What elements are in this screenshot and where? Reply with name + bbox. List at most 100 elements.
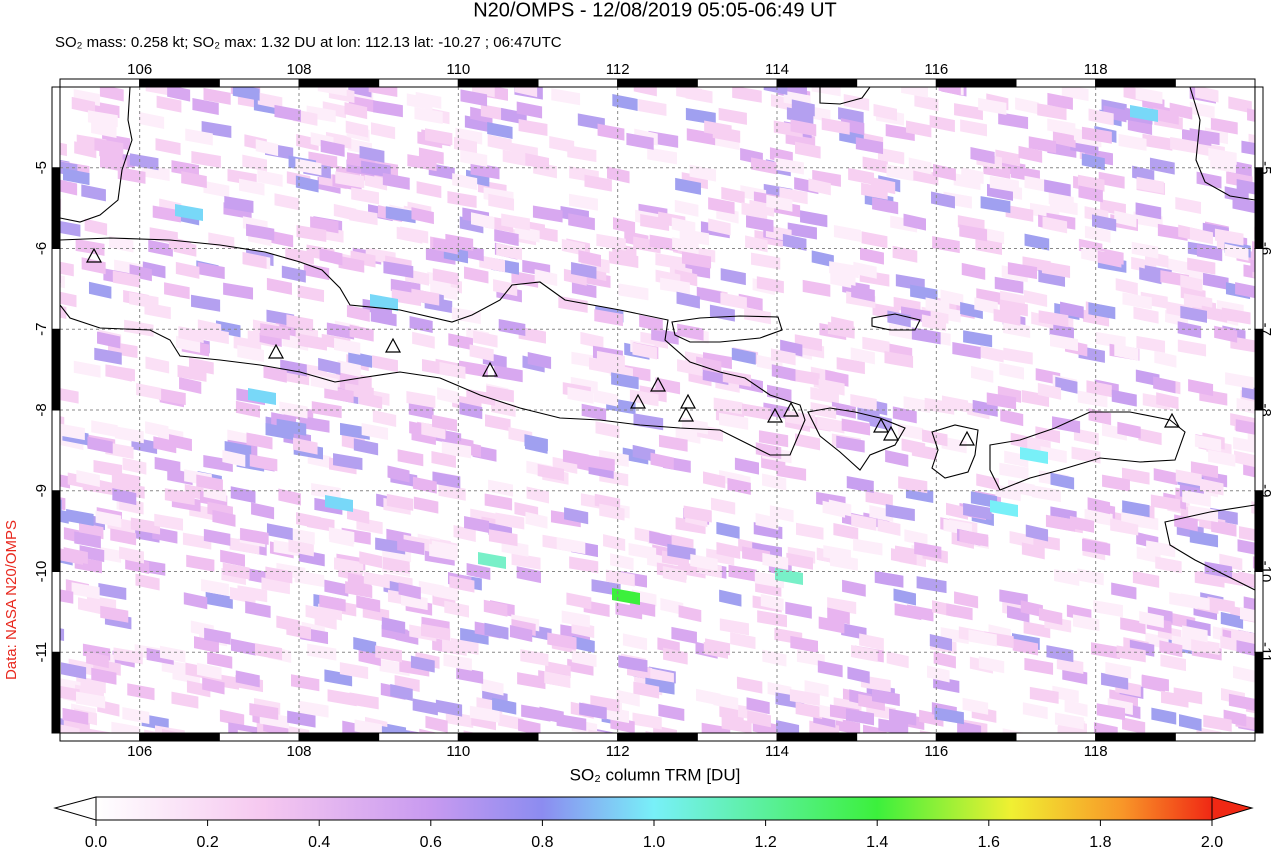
pixel — [91, 667, 117, 685]
pixel — [364, 173, 388, 191]
frame-bar — [1254, 490, 1264, 572]
pixel — [861, 231, 888, 249]
pixel — [1093, 600, 1123, 618]
pixel — [1243, 596, 1255, 611]
pixel — [677, 359, 703, 377]
pixel — [1088, 108, 1114, 126]
pixel — [111, 721, 140, 733]
pixel — [786, 552, 813, 570]
pixel — [334, 337, 361, 355]
pixel — [527, 352, 552, 370]
pixel — [288, 539, 314, 557]
pixel — [488, 479, 513, 497]
pixel — [266, 523, 293, 541]
pixel — [295, 158, 322, 176]
frame-bar — [696, 732, 778, 742]
pixel — [787, 222, 817, 240]
pixel — [111, 471, 141, 489]
coastline — [60, 237, 806, 456]
pixel — [196, 474, 223, 492]
pixel — [361, 423, 389, 441]
pixel — [351, 187, 379, 205]
pixel — [571, 650, 597, 668]
frame-bar — [1095, 78, 1176, 88]
pixel — [829, 553, 858, 571]
pixel — [668, 740, 695, 757]
pixel — [632, 342, 657, 360]
coastline — [807, 407, 906, 471]
pixel — [20, 126, 43, 143]
pixel — [893, 588, 916, 606]
pixel — [437, 387, 460, 405]
frame-bar — [51, 86, 61, 169]
pixel — [124, 319, 154, 337]
pixel — [728, 564, 757, 582]
pixel — [1187, 257, 1216, 275]
pixel — [381, 725, 410, 733]
frame-bar — [51, 167, 61, 249]
pixel — [456, 666, 484, 684]
pixel — [842, 579, 866, 597]
pixel — [246, 432, 273, 450]
pixel — [993, 308, 1021, 326]
pixel — [1081, 126, 1112, 144]
pixel — [671, 626, 697, 644]
pixel — [370, 309, 397, 327]
pixel — [448, 333, 473, 351]
pixel — [1214, 325, 1238, 343]
pixel — [154, 456, 181, 474]
pixel — [1082, 538, 1111, 556]
pixel — [337, 360, 361, 378]
pixel — [20, 385, 48, 402]
pixel — [989, 175, 1019, 193]
pixel — [175, 204, 203, 221]
frame-bar — [776, 78, 858, 88]
pixel — [790, 368, 820, 386]
pixel — [906, 120, 932, 138]
pixel — [1189, 227, 1213, 245]
pixel — [97, 331, 121, 349]
pixel — [794, 141, 821, 159]
pixel — [809, 720, 840, 733]
pixel — [605, 569, 635, 587]
pixel — [676, 291, 700, 309]
pixel — [731, 347, 756, 365]
pixel — [776, 463, 807, 481]
pixel — [561, 610, 590, 628]
pixel — [612, 93, 638, 111]
pixel — [572, 636, 595, 654]
pixel — [851, 284, 875, 302]
pixel — [877, 147, 905, 165]
frame-bar — [696, 78, 778, 88]
pixel — [60, 261, 74, 277]
pixel — [1005, 204, 1034, 222]
pixel — [24, 424, 47, 441]
pixel — [808, 178, 831, 196]
pixel — [1130, 105, 1158, 122]
pixel — [1097, 250, 1122, 268]
frame-bar — [1015, 732, 1097, 742]
pixel — [562, 449, 589, 467]
pixel — [703, 471, 726, 489]
pixel — [872, 197, 899, 215]
pixel — [251, 502, 275, 520]
pixel — [962, 697, 989, 715]
pixel — [903, 396, 931, 414]
pixel — [862, 336, 890, 354]
pixel — [1250, 259, 1255, 273]
pixel — [60, 589, 74, 604]
pixel — [1047, 118, 1076, 136]
pixel — [1207, 596, 1235, 614]
pixel — [1177, 339, 1207, 357]
pixel — [145, 87, 174, 97]
pixel — [1038, 310, 1069, 328]
pixel — [911, 327, 941, 345]
pixel — [932, 236, 960, 254]
colorbar-tick-label: 0.6 — [420, 834, 442, 851]
pixel — [205, 591, 233, 609]
pixel — [829, 261, 859, 279]
pixel — [914, 94, 939, 112]
pixel — [1195, 87, 1219, 103]
pixel — [219, 709, 245, 727]
pixel — [703, 742, 726, 759]
